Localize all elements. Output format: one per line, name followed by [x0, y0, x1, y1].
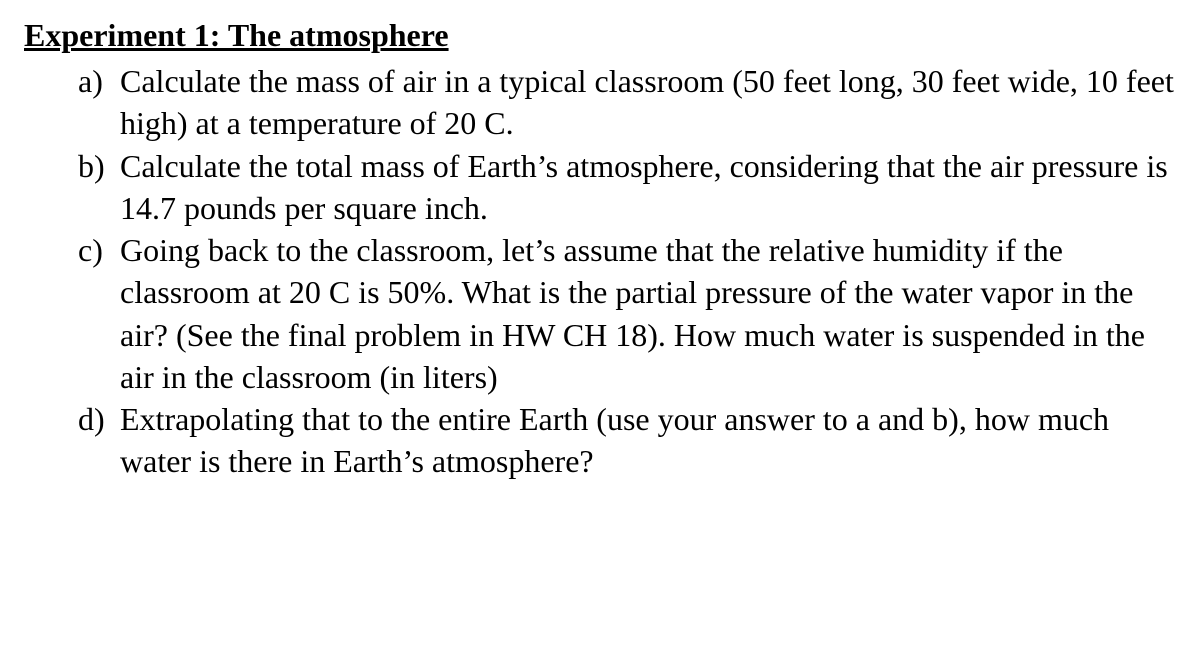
- problem-item: a) Calculate the mass of air in a typica…: [78, 60, 1176, 144]
- problem-text: Going back to the classroom, let’s assum…: [120, 229, 1176, 398]
- problem-text: Calculate the total mass of Earth’s atmo…: [120, 145, 1176, 229]
- problem-label: c): [78, 229, 120, 271]
- problem-text: Extrapolating that to the entire Earth (…: [120, 398, 1176, 482]
- document-page: Experiment 1: The atmosphere a) Calculat…: [0, 0, 1200, 483]
- problem-item: d) Extrapolating that to the entire Eart…: [78, 398, 1176, 482]
- experiment-heading: Experiment 1: The atmosphere: [24, 14, 1176, 56]
- problem-label: a): [78, 60, 120, 102]
- problem-item: b) Calculate the total mass of Earth’s a…: [78, 145, 1176, 229]
- problem-text: Calculate the mass of air in a typical c…: [120, 60, 1176, 144]
- problem-item: c) Going back to the classroom, let’s as…: [78, 229, 1176, 398]
- problem-list: a) Calculate the mass of air in a typica…: [24, 60, 1176, 482]
- problem-label: d): [78, 398, 120, 440]
- problem-label: b): [78, 145, 120, 187]
